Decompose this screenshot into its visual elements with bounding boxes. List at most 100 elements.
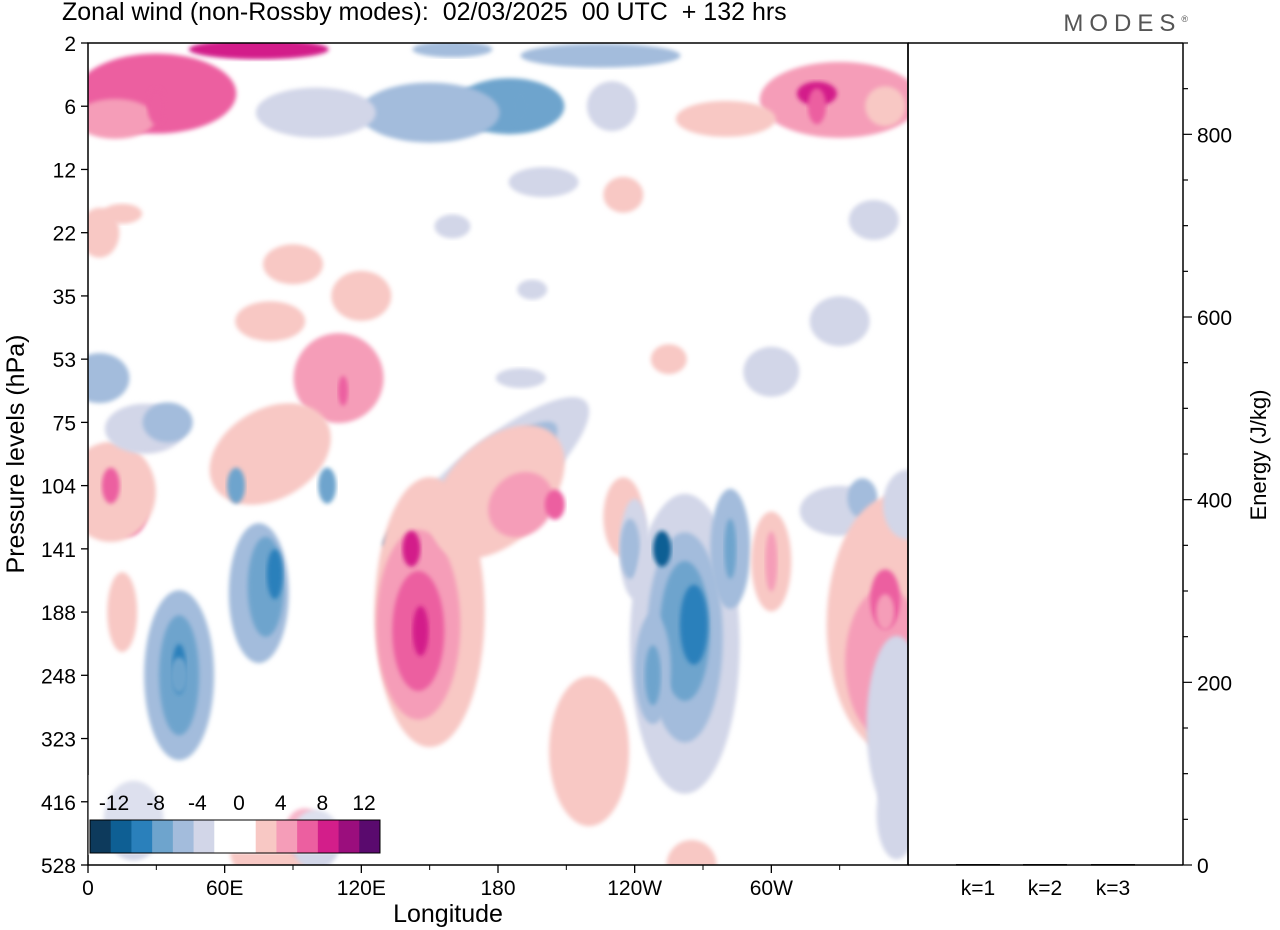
colorbar-frame [89, 819, 381, 854]
wind-field [88, 43, 908, 865]
negative-wind-cell [883, 469, 908, 540]
positive-wind-core [876, 594, 895, 631]
energy-tick-label: 200 [1197, 672, 1232, 695]
positive-wind-cell [675, 100, 776, 137]
negative-wind-cell [412, 43, 493, 58]
positive-wind-core [807, 88, 826, 125]
positive-wind-cell [235, 301, 306, 342]
energy-tick-label: 400 [1197, 490, 1232, 513]
modes-logo: MODES® [1063, 10, 1188, 38]
colorbar-swatch [276, 820, 298, 853]
colorbar-label: 8 [316, 792, 328, 815]
colorbar-swatch [152, 820, 174, 853]
negative-wind-cell [142, 402, 193, 443]
negative-wind-cell [495, 368, 546, 389]
positive-wind-cell [188, 43, 329, 60]
colorbar-label: 0 [233, 792, 245, 815]
positive-wind-cell [88, 441, 156, 542]
colorbar-label: -12 [99, 792, 129, 815]
negative-wind-cell [359, 82, 500, 143]
energy-category-label: k=2 [1028, 877, 1062, 900]
energy-bar [956, 864, 1000, 866]
longitude-tick-label: 120W [607, 877, 662, 900]
negative-wind-cell [724, 518, 737, 579]
negative-wind-cell [255, 87, 376, 138]
pressure-tick-label: 2 [64, 33, 76, 56]
colorbar-swatch [338, 820, 360, 853]
colorbar-label: -8 [146, 792, 165, 815]
colorbar-swatch [235, 820, 257, 853]
energy-axis-title: Energy (J/kg) [1246, 390, 1271, 521]
longitude-tick-label: 0 [82, 877, 94, 900]
energy-tick-label: 800 [1197, 124, 1232, 147]
chart-title: Zonal wind (non-Rossby modes): 02/03/202… [62, 0, 787, 26]
positive-wind-core [147, 88, 166, 125]
positive-wind-cell [88, 98, 156, 139]
negative-wind-core [318, 467, 337, 504]
pressure-tick-label: 188 [41, 602, 76, 625]
negative-wind-core [511, 88, 530, 125]
negative-wind-core [170, 657, 189, 694]
negative-wind-cell [520, 43, 681, 68]
positive-wind-cell [549, 676, 630, 827]
colorbar-swatch [90, 820, 112, 853]
logo-text: MODES [1063, 10, 1182, 37]
colorbar-swatch [131, 820, 153, 853]
pressure-tick-label: 53 [53, 349, 76, 372]
energy-tick-label: 600 [1197, 307, 1232, 330]
pressure-tick-label: 35 [53, 286, 76, 309]
pressure-tick-label: 22 [53, 223, 76, 246]
energy-tick-label: 0 [1197, 855, 1209, 878]
positive-wind-cell [865, 86, 906, 127]
positive-wind-cell [412, 606, 429, 656]
energy-category-label: k=3 [1096, 877, 1130, 900]
pressure-tick-label: 323 [41, 729, 76, 752]
negative-wind-cell [620, 518, 641, 579]
longitude-tick-label: 180 [480, 877, 515, 900]
negative-wind-cell [586, 81, 637, 132]
colorbar-legend: -12 -8 -4 0 4 8 12 [88, 775, 382, 855]
negative-wind-cell [517, 279, 548, 300]
longitude-tick-label: 60E [206, 877, 243, 900]
negative-wind-cell [809, 296, 870, 347]
pressure-tick-label: 416 [41, 792, 76, 815]
positive-wind-cell [102, 203, 143, 224]
negative-wind-cell [743, 346, 800, 397]
negative-wind-cell [434, 214, 471, 239]
positive-wind-cell [603, 176, 644, 213]
positive-wind-cell [488, 472, 554, 538]
colorbar-label: 12 [352, 792, 375, 815]
negative-wind-cell [848, 200, 899, 240]
negative-wind-cell [266, 549, 283, 600]
energy-bars: k=1 k=2 k=3 [956, 864, 1135, 900]
colorbar-swatch [359, 820, 381, 853]
pressure-tick-label: 12 [53, 159, 76, 182]
pressure-tick-label: 141 [41, 539, 76, 562]
pressure-tick-label: 104 [41, 476, 76, 499]
colorbar-swatch [110, 820, 132, 853]
positive-wind-core [101, 467, 120, 504]
energy-axis: 0 200 400 600 800 Energy (J/kg) [1183, 42, 1271, 878]
energy-category-label: k=1 [961, 877, 995, 900]
positive-wind-cell [338, 375, 349, 406]
colorbar-swatch [193, 820, 215, 853]
positive-wind-cell [263, 244, 323, 285]
negative-wind-cell [876, 769, 908, 860]
positive-wind-cell [544, 489, 565, 520]
longitude-tick-label: 60W [750, 877, 793, 900]
logo-registered-mark: ® [1181, 14, 1188, 24]
energy-bar [1091, 864, 1135, 866]
negative-wind-cell [508, 167, 579, 198]
pressure-tick-label: 6 [64, 96, 76, 119]
positive-wind-cell [765, 531, 778, 592]
positive-wind-cell [666, 840, 717, 865]
pressure-axis: 2 6 12 22 35 53 75 104 141 188 248 323 416 528 Pressur… [2, 33, 88, 878]
colorbar-swatch [255, 820, 277, 853]
positive-wind-core [402, 530, 421, 567]
negative-wind-core [653, 530, 671, 567]
negative-wind-cell [88, 353, 130, 404]
positive-wind-cell [293, 333, 384, 424]
negative-wind-core [227, 467, 246, 504]
positive-wind-cell [650, 344, 687, 375]
pressure-tick-label: 248 [41, 665, 76, 688]
